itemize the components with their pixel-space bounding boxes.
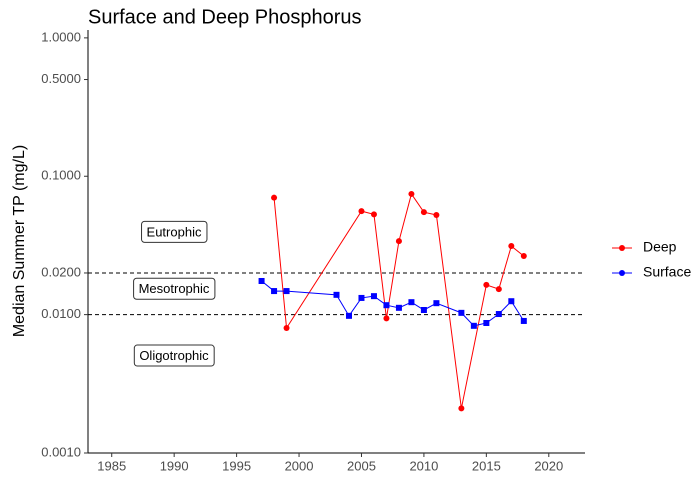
data-point <box>495 286 502 293</box>
data-point <box>408 299 415 306</box>
annotation-box <box>133 277 216 300</box>
data-point <box>271 288 278 295</box>
chart-title: Surface and Deep Phosphorus <box>88 6 362 28</box>
x-tick-label: 2000 <box>285 458 314 473</box>
data-point <box>358 208 365 215</box>
data-point <box>470 322 477 329</box>
annotation-text: Mesotrophic <box>139 281 210 296</box>
data-point <box>433 300 440 307</box>
annotation: Eutrophic <box>141 220 208 243</box>
annotation-text: Eutrophic <box>147 224 202 239</box>
data-point <box>395 304 402 311</box>
x-tick-label: 1985 <box>97 458 126 473</box>
data-point <box>508 243 515 250</box>
legend-marker <box>619 270 625 276</box>
x-tick-label: 1990 <box>160 458 189 473</box>
data-point <box>420 306 427 313</box>
x-tick-label: 2010 <box>409 458 438 473</box>
y-tick-label: 0.0010 <box>41 444 81 459</box>
data-point <box>458 309 465 316</box>
data-point <box>258 277 265 284</box>
data-point <box>395 238 402 245</box>
data-point <box>433 211 440 218</box>
data-point <box>283 325 290 332</box>
series-line <box>261 280 525 327</box>
x-tick-label: 2020 <box>534 458 563 473</box>
y-tick-label: 0.0100 <box>41 306 81 321</box>
y-tick-label: 1.0000 <box>41 29 81 44</box>
y-tick-label: 0.1000 <box>41 168 81 183</box>
data-point <box>483 319 490 326</box>
data-point <box>383 302 390 309</box>
data-point <box>483 281 490 288</box>
y-axis-label: Median Summer TP (mg/L) <box>11 145 28 337</box>
series-line <box>273 192 525 409</box>
data-point <box>358 294 365 301</box>
data-point <box>283 288 290 295</box>
x-tick-label: 2015 <box>472 458 501 473</box>
data-point <box>520 253 527 260</box>
legend-label: Deep <box>643 239 677 255</box>
y-tick-label: 0.0200 <box>41 264 81 279</box>
annotation-box <box>141 220 208 243</box>
data-point <box>345 312 352 319</box>
y-tick-label: 0.5000 <box>41 71 81 86</box>
data-point <box>383 315 390 322</box>
data-point <box>520 317 527 324</box>
legend-marker <box>619 245 625 251</box>
legend-label: Surface <box>643 264 691 280</box>
annotation: Mesotrophic <box>133 277 216 300</box>
annotation-text: Oligotrophic <box>139 348 209 363</box>
data-point <box>408 190 415 197</box>
data-point <box>333 291 340 298</box>
data-point <box>370 211 377 218</box>
x-tick-label: 1995 <box>222 458 251 473</box>
data-point <box>271 194 278 201</box>
data-point <box>508 298 515 305</box>
data-point <box>495 311 502 318</box>
annotation: Oligotrophic <box>133 344 215 367</box>
data-point <box>420 209 427 216</box>
x-tick-label: 2005 <box>347 458 376 473</box>
annotation-box <box>133 344 215 367</box>
data-point <box>458 405 465 412</box>
data-point <box>370 293 377 300</box>
